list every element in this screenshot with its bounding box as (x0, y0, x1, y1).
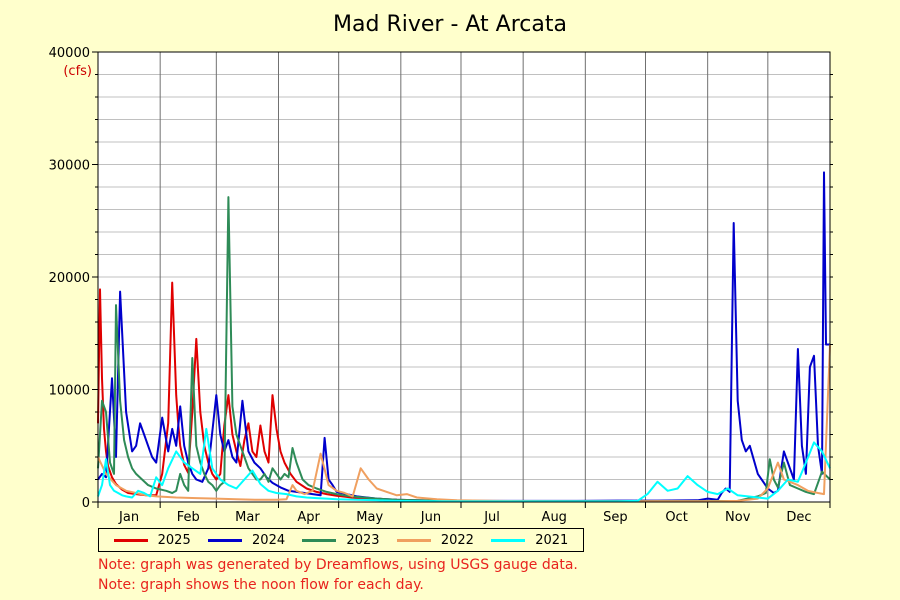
x-tick-label-aug: Aug (542, 510, 567, 525)
axes: 0 10000 20000 30000 40000 Jan Feb Mar Apr May Jun J… (49, 46, 833, 525)
legend-label-2023: 2023 (346, 532, 380, 548)
unit-label: (cfs) (63, 64, 92, 79)
y-tick-label: 10000 (49, 384, 90, 399)
x-tick-label-oct: Oct (665, 510, 687, 525)
legend-swatch-2024 (208, 538, 243, 542)
x-tick-label-jan: Jan (118, 510, 139, 525)
legend-label-2021: 2021 (535, 532, 569, 548)
note-data-source: Note: graph was generated by Dreamflows,… (98, 557, 578, 573)
y-tick-label: 30000 (49, 159, 90, 174)
legend-label-2024: 2024 (252, 532, 286, 548)
series-line-2025 (97, 281, 397, 501)
x-tick-label-jul: Jul (483, 510, 500, 525)
legend-swatch-2023 (302, 538, 337, 542)
legend-label-2025: 2025 (157, 532, 191, 548)
legend-item-2021: 2021 (491, 533, 568, 548)
series-lines (97, 171, 831, 503)
legend-item-2024: 2024 (208, 533, 285, 548)
x-tick-label-feb: Feb (177, 510, 200, 525)
x-tick-label-dec: Dec (786, 510, 811, 525)
legend-swatch-2021 (491, 538, 526, 542)
legend-label-2022: 2022 (440, 532, 474, 548)
series-line-2022 (97, 344, 831, 503)
series-line-2021 (97, 427, 831, 503)
legend: 2025 2024 2023 2022 2021 (98, 528, 584, 552)
legend-swatch-2022 (396, 538, 431, 542)
legend-item-2022: 2022 (396, 532, 474, 548)
legend-swatch-2025 (113, 538, 148, 542)
x-tick-label-mar: Mar (235, 510, 260, 525)
chart-title: Mad River - At Arcata (333, 12, 567, 37)
legend-item-2025: 2025 (113, 532, 191, 548)
x-tick-label-apr: Apr (297, 510, 320, 525)
x-tick-label-jun: Jun (420, 510, 441, 525)
legend-item-2023: 2023 (302, 532, 380, 548)
note-noon-flow: Note: graph shows the noon flow for each… (98, 577, 424, 593)
y-tick-label: 40000 (49, 46, 90, 61)
x-tick-label-may: May (356, 510, 383, 525)
y-tick-label: 0 (82, 496, 90, 511)
y-tick-label: 20000 (49, 271, 90, 286)
x-tick-label-sep: Sep (603, 510, 628, 525)
x-tick-label-nov: Nov (725, 510, 751, 525)
